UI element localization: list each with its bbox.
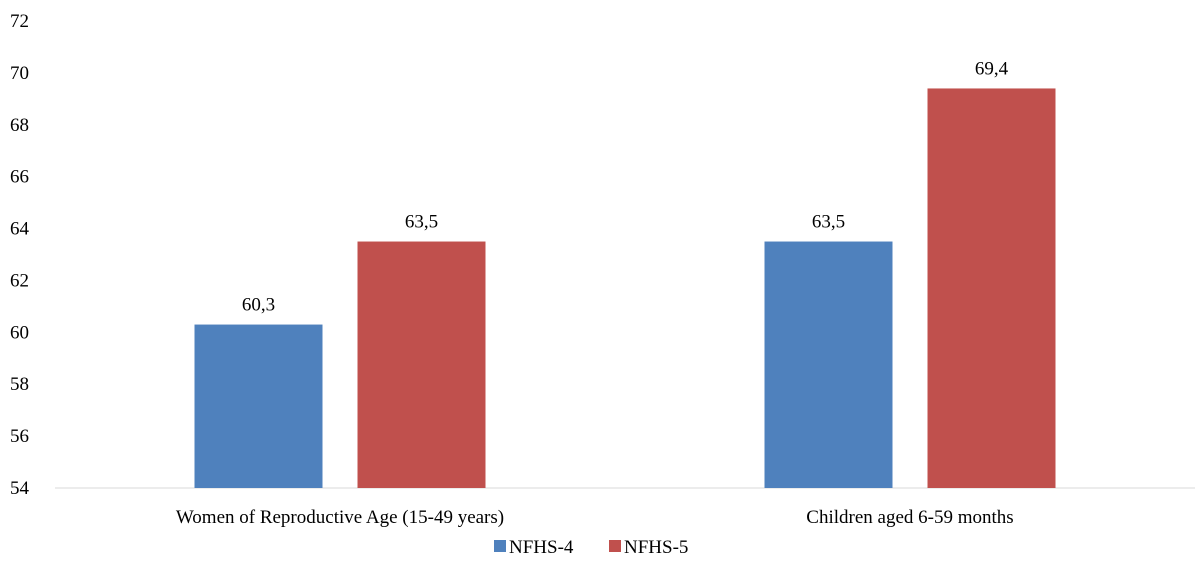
legend-label: NFHS-5 [624,537,688,558]
bar-nfhs-4-1 [764,241,893,488]
x-category-label: Children aged 6-59 months [806,507,1013,528]
data-label: 63,5 [405,212,438,233]
legend: NFHS-4 NFHS-5 [494,537,688,558]
legend-swatch [494,540,506,552]
data-label: 60,3 [242,295,275,316]
y-tick-label: 70 [10,63,29,84]
y-tick-label: 60 [10,322,29,343]
legend-label: NFHS-4 [509,537,574,558]
y-tick-label: 54 [10,478,30,499]
y-tick-label: 58 [10,374,29,395]
category-labels: Women of Reproductive Age (15-49 years) C… [176,507,1014,528]
bars [194,88,1056,488]
data-label: 63,5 [812,212,845,233]
data-labels: 60,3 63,5 63,5 69,4 [242,58,1009,315]
bar-nfhs-4-0 [194,324,323,488]
bar-nfhs-5-1 [927,88,1056,488]
bar-nfhs-5-0 [357,241,486,488]
y-tick-label: 72 [10,11,29,32]
y-tick-label: 66 [10,167,29,188]
y-axis-ticks: 54 56 58 60 62 64 66 68 70 72 [10,11,30,499]
y-tick-label: 56 [10,426,29,447]
y-tick-label: 64 [10,219,30,240]
x-category-label: Women of Reproductive Age (15-49 years) [176,507,504,528]
y-tick-label: 62 [10,270,29,291]
y-tick-label: 68 [10,115,29,136]
legend-swatch [609,540,621,552]
data-label: 69,4 [975,58,1009,79]
